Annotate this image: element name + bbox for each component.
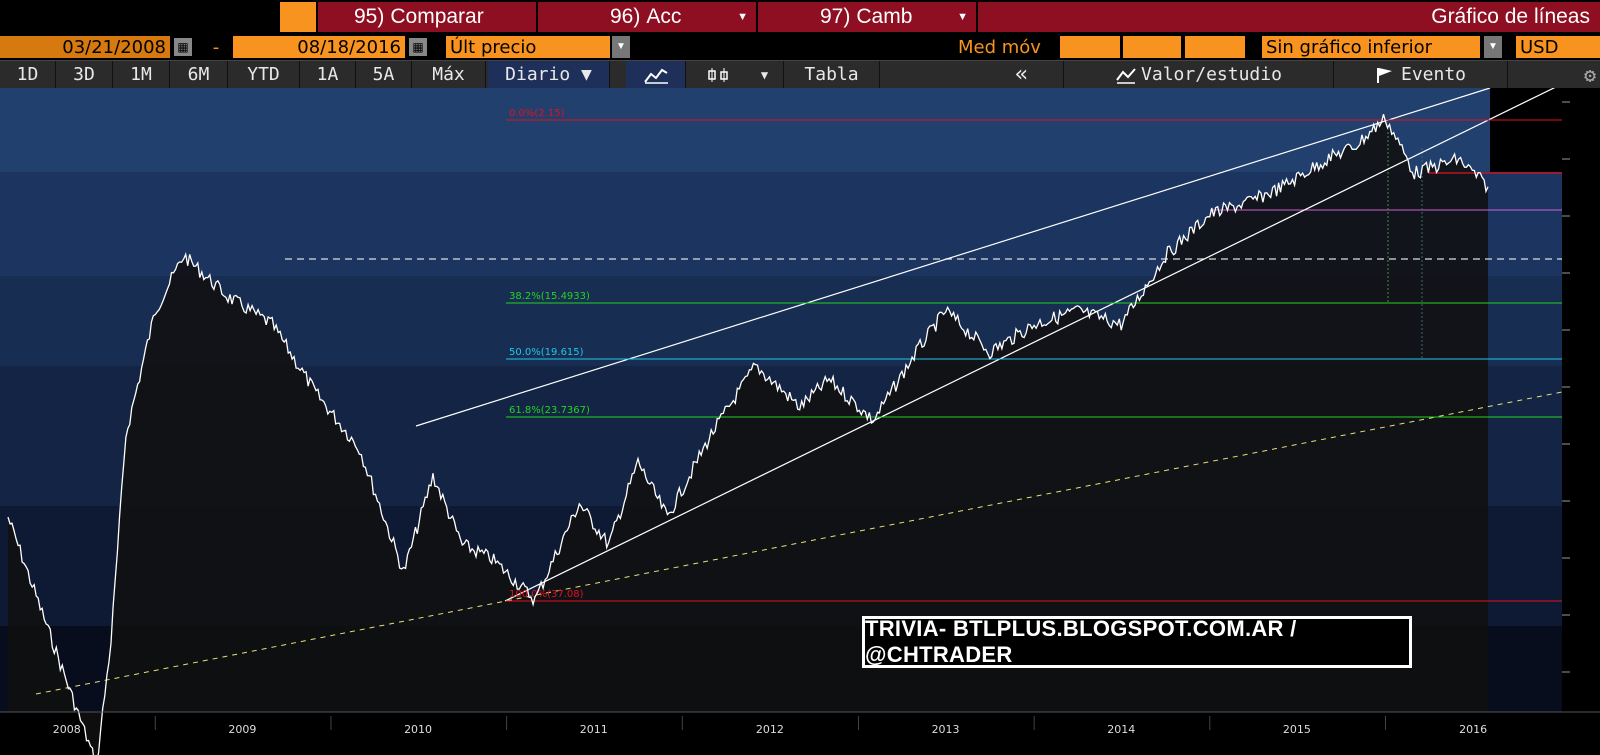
price-line	[7, 114, 1489, 755]
ma-field-2[interactable]	[1123, 36, 1181, 58]
price-field-select[interactable]: Últ precio	[446, 36, 610, 58]
fib-label: 38.2%(15.4933)	[509, 291, 590, 302]
table-button[interactable]: Tabla	[784, 61, 880, 88]
lower-chart-select[interactable]: Sin gráfico inferior	[1262, 36, 1480, 58]
period-5a[interactable]: 5A	[356, 61, 412, 88]
frequency-select[interactable]: Diario ▼	[488, 61, 610, 88]
menu-swatch[interactable]	[280, 2, 316, 32]
period-6m[interactable]: 6M	[170, 61, 228, 88]
chevron-down-icon[interactable]: ▼	[1484, 36, 1502, 58]
chevron-down-icon: ▼	[737, 11, 748, 23]
flag-icon	[1376, 67, 1392, 83]
moving-average-label: Med móv	[958, 36, 1041, 58]
actions-button[interactable]: 96) Acc ▼	[538, 2, 756, 32]
period-3d[interactable]: 3D	[56, 61, 113, 88]
period-1m[interactable]: 1M	[113, 61, 170, 88]
line-chart-button[interactable]	[626, 61, 686, 88]
period-toolbar: 1D 3D 1M 6M YTD 1A 5A Máx Diario ▼ ▼ Tab…	[0, 60, 1600, 88]
y-axis-ticks	[1562, 101, 1570, 673]
settings-button[interactable]: ⚙	[1508, 61, 1600, 88]
compare-number: 95)	[354, 5, 385, 28]
value-study-button[interactable]: Valor/estudio	[1064, 61, 1334, 88]
x-tick-label: 2015	[1283, 723, 1311, 736]
actions-label: Acc	[646, 5, 682, 28]
period-max[interactable]: Máx	[412, 61, 486, 88]
fib-label: 61.8%(23.7367)	[509, 405, 590, 416]
chart-title: Gráfico de líneas	[1431, 5, 1590, 28]
change-number: 97)	[820, 5, 851, 28]
command-bar: 95) Comparar 96) Acc ▼ 97) Camb ▼ Gráfic…	[0, 0, 1600, 34]
x-tick-label: 2012	[756, 723, 784, 736]
price-area	[8, 114, 1488, 755]
collapse-button[interactable]: «	[980, 61, 1064, 88]
fibonacci-levels: 0.0%(2.15) 38.2%(15.4933) 50.0%(19.615) 61.…	[506, 108, 1562, 602]
currency-field[interactable]: USD	[1516, 36, 1600, 58]
candlestick-icon	[708, 67, 728, 82]
y-axis-strip	[1562, 88, 1600, 712]
upper-channel-line	[415, 88, 1491, 427]
range-bar: 03/21/2008 ▦ - 08/18/2016 ▦ Últ precio ▼…	[0, 34, 1600, 60]
chevron-down-icon: ▼	[957, 11, 968, 23]
x-tick-label: 2014	[1107, 723, 1135, 736]
chart-type-title[interactable]: Gráfico de líneas	[978, 2, 1600, 32]
x-tick-label: 2011	[580, 723, 608, 736]
event-label: Evento	[1400, 64, 1467, 85]
price-chart[interactable]: 0.0%(2.15) 38.2%(15.4933) 50.0%(19.615) 61.…	[0, 88, 1600, 755]
chevron-down-icon[interactable]: ▼	[612, 36, 630, 58]
period-1d[interactable]: 1D	[0, 61, 56, 88]
study-icon	[1116, 67, 1136, 84]
fib-label: 0.0%(2.15)	[509, 108, 565, 119]
change-label: Camb	[856, 5, 913, 28]
x-tick-label: 2013	[932, 723, 960, 736]
fib-label: 100.0%(37.08)	[509, 589, 584, 600]
x-tick-label: 2009	[228, 723, 256, 736]
compare-button[interactable]: 95) Comparar	[318, 2, 536, 32]
period-ytd[interactable]: YTD	[228, 61, 300, 88]
watermark: TRIVIA- BTLPLUS.BLOGSPOT.COM.AR / @CHTRA…	[862, 616, 1412, 668]
calendar-icon[interactable]: ▦	[409, 38, 427, 56]
date-separator: -	[212, 36, 220, 58]
start-date-field[interactable]: 03/21/2008	[0, 36, 170, 58]
period-1a[interactable]: 1A	[300, 61, 356, 88]
trend-lines	[35, 88, 1563, 695]
actions-number: 96)	[610, 5, 641, 28]
line-chart-icon	[643, 68, 668, 84]
calendar-icon[interactable]: ▦	[174, 38, 192, 56]
candlestick-button[interactable]	[690, 61, 746, 88]
ma-field-1[interactable]	[1060, 36, 1120, 58]
x-axis: 2008 2009 2010 2011 2012 2013 2014 2015 2016	[0, 711, 1600, 736]
event-button[interactable]: Evento	[1334, 61, 1508, 88]
end-date-field[interactable]: 08/18/2016	[233, 36, 405, 58]
price-area-fill	[8, 114, 1488, 755]
x-tick-label: 2008	[53, 723, 81, 736]
x-tick-label: 2016	[1459, 723, 1487, 736]
spacer	[880, 61, 980, 88]
ma-field-3[interactable]	[1185, 36, 1245, 58]
change-button[interactable]: 97) Camb ▼	[758, 2, 976, 32]
gear-icon: ⚙	[1583, 62, 1596, 87]
chart-gridlines	[285, 128, 1562, 358]
fib-label: 50.0%(19.615)	[509, 347, 584, 358]
lower-channel-line	[504, 88, 1556, 602]
price-series-line	[7, 114, 1489, 755]
band-top	[0, 88, 1490, 172]
x-tick-label: 2010	[404, 723, 432, 736]
compare-label: Comparar	[390, 5, 484, 28]
chevron-down-icon[interactable]: ▼	[746, 61, 784, 88]
value-study-label: Valor/estudio	[1141, 64, 1282, 85]
